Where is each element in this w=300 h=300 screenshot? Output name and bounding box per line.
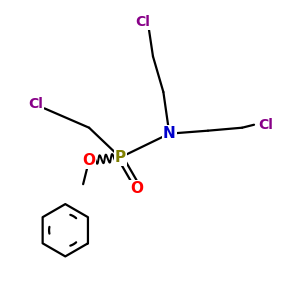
Text: Cl: Cl: [135, 15, 150, 29]
Text: O: O: [82, 153, 96, 168]
Text: N: N: [163, 126, 176, 141]
Text: P: P: [115, 150, 126, 165]
Text: Cl: Cl: [28, 97, 43, 111]
Text: Cl: Cl: [259, 118, 273, 132]
Text: O: O: [130, 181, 143, 196]
